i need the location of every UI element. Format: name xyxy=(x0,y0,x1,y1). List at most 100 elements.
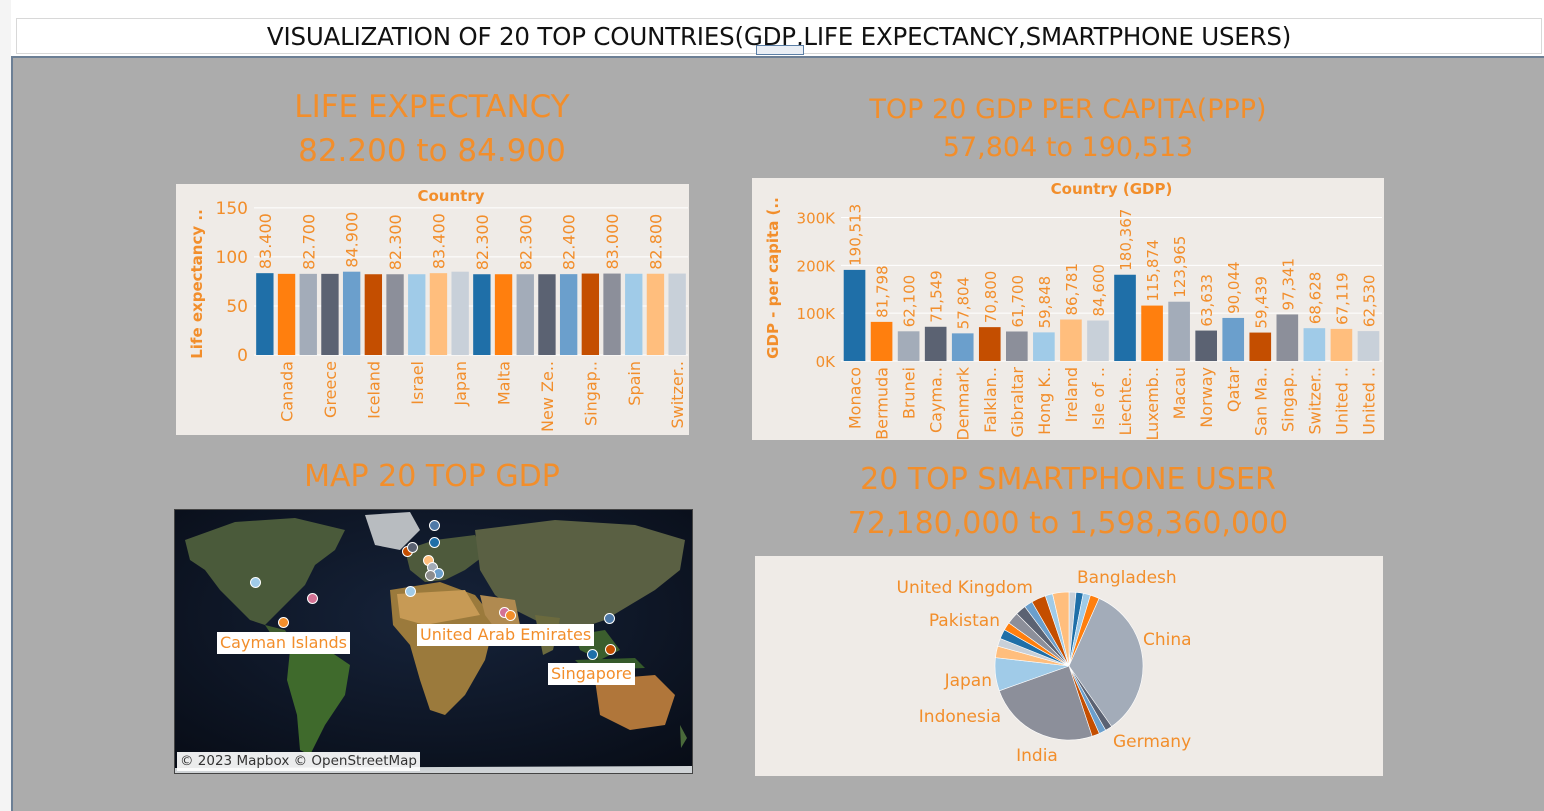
bar-data-label: 83.000 xyxy=(603,214,622,270)
bar-data-label: 82.300 xyxy=(473,214,492,270)
x-tick-label: Isle of .. xyxy=(1089,367,1108,430)
x-axis-title: Country xyxy=(417,187,484,205)
bar xyxy=(897,331,920,361)
x-tick-label: San Ma.. xyxy=(1251,367,1270,436)
bar xyxy=(386,274,404,355)
x-tick-label: New Ze.. xyxy=(538,361,557,432)
map-marker[interactable] xyxy=(605,644,616,655)
x-tick-label: Ireland xyxy=(1062,367,1081,422)
map-marker[interactable] xyxy=(429,537,440,548)
land-greenland xyxy=(365,512,420,550)
resize-handle[interactable] xyxy=(756,45,804,55)
pie-label: Pakistan xyxy=(929,611,1000,631)
bar xyxy=(364,274,383,355)
bar xyxy=(978,327,1001,361)
x-tick-label: Iceland xyxy=(364,361,383,419)
map-marker[interactable] xyxy=(250,577,261,588)
x-tick-label: Cayma.. xyxy=(927,367,946,433)
bar xyxy=(256,273,274,355)
x-tick-label: Spain xyxy=(625,361,644,406)
pie-slice xyxy=(998,665,1093,741)
bar-data-label: 82.700 xyxy=(299,214,318,270)
bar xyxy=(321,273,339,355)
x-tick-label: Norway xyxy=(1197,367,1216,428)
bar xyxy=(1303,328,1326,361)
bar xyxy=(581,273,600,355)
y-tick-label: 50 xyxy=(226,297,248,317)
map-label-uae: United Arab Emirates xyxy=(417,624,595,646)
bar xyxy=(870,321,893,361)
bar xyxy=(451,271,469,355)
bar xyxy=(603,273,621,355)
x-tick-label: Malta xyxy=(495,361,514,405)
map-marker[interactable] xyxy=(405,586,416,597)
gdp-title: TOP 20 GDP PER CAPITA(PPP) xyxy=(869,94,1267,125)
x-tick-label: Switzer.. xyxy=(668,361,687,428)
bar-data-label: 62,530 xyxy=(1360,275,1378,328)
land-sahara xyxy=(397,590,480,625)
bar-data-label: 61,700 xyxy=(1009,275,1027,328)
gdp-svg: 0K 100K 200K 300K Country (GDP) GDP - per cap… xyxy=(764,180,1382,440)
pie-label: China xyxy=(1143,630,1192,650)
bar xyxy=(646,273,665,355)
bar xyxy=(473,274,491,355)
y-tick-label: 100K xyxy=(797,305,837,323)
world-map[interactable]: Cayman Islands United Arab Emirates Sing… xyxy=(174,509,693,774)
bar xyxy=(1195,330,1217,361)
map-marker[interactable] xyxy=(278,617,289,628)
bar xyxy=(408,274,426,355)
x-tick-label: Singap.. xyxy=(1278,367,1297,432)
y-tick-label: 100 xyxy=(216,248,248,268)
bar-data-label: 59,439 xyxy=(1252,276,1270,329)
bar-data-label: 67,119 xyxy=(1333,272,1351,325)
map-marker[interactable] xyxy=(505,610,516,621)
bar xyxy=(1087,320,1109,361)
bar xyxy=(1357,331,1380,361)
x-tick-label: Israel xyxy=(408,361,427,405)
bar-data-label: 57,804 xyxy=(955,277,973,330)
bar xyxy=(342,271,361,355)
x-tick-label: Denmark xyxy=(954,366,973,440)
smart-title: 20 TOP SMARTPHONE USER xyxy=(860,462,1276,497)
bar xyxy=(1276,314,1299,361)
land-asia xyxy=(475,520,685,630)
map-attribution[interactable]: © 2023 Mapbox © OpenStreetMap xyxy=(177,752,420,771)
x-tick-label: Luxemb.. xyxy=(1143,367,1162,440)
pie-slice xyxy=(1052,591,1070,667)
y-tick-label: 300K xyxy=(797,210,837,228)
map-label-cayman-islands: Cayman Islands xyxy=(217,632,350,654)
map-marker[interactable] xyxy=(407,542,418,553)
pie-slice xyxy=(1068,598,1144,727)
bar-data-label: 84,600 xyxy=(1090,264,1108,317)
gdp-range: 57,804 to 190,513 xyxy=(942,132,1194,163)
bar-data-label: 86,781 xyxy=(1063,263,1081,316)
bar xyxy=(1330,328,1353,361)
bar xyxy=(1141,305,1163,361)
y-axis-title: Life expectancy .. xyxy=(188,209,206,359)
land-south-america xyxy=(287,648,350,755)
map-marker[interactable] xyxy=(425,570,436,581)
bar xyxy=(1006,331,1028,361)
x-tick-label: Monaco xyxy=(846,367,865,429)
bar-data-label: 82.800 xyxy=(646,214,665,270)
pie-label: United Kingdom xyxy=(897,578,1033,598)
bar-data-label: 59,848 xyxy=(1036,276,1054,329)
x-tick-label: Bermuda xyxy=(873,367,892,440)
x-tick-label: United .. xyxy=(1332,367,1351,435)
x-tick-label: Singap.. xyxy=(581,361,600,426)
map-marker[interactable] xyxy=(604,613,615,624)
bar-data-label: 63,633 xyxy=(1198,274,1216,327)
map-marker[interactable] xyxy=(307,593,318,604)
bar xyxy=(625,273,643,355)
bar-data-label: 81,798 xyxy=(874,265,892,318)
map-marker[interactable] xyxy=(429,520,440,531)
land-new-zealand xyxy=(680,725,687,748)
y-tick-label: 0K xyxy=(816,353,837,371)
bar-data-label: 190,513 xyxy=(847,204,865,266)
bar xyxy=(668,273,686,355)
x-tick-label: Falklan.. xyxy=(981,367,1000,433)
map-marker[interactable] xyxy=(587,649,598,660)
bar xyxy=(1249,332,1272,361)
bar-data-label: 97,341 xyxy=(1279,258,1297,311)
pie-label: Japan xyxy=(944,671,992,691)
